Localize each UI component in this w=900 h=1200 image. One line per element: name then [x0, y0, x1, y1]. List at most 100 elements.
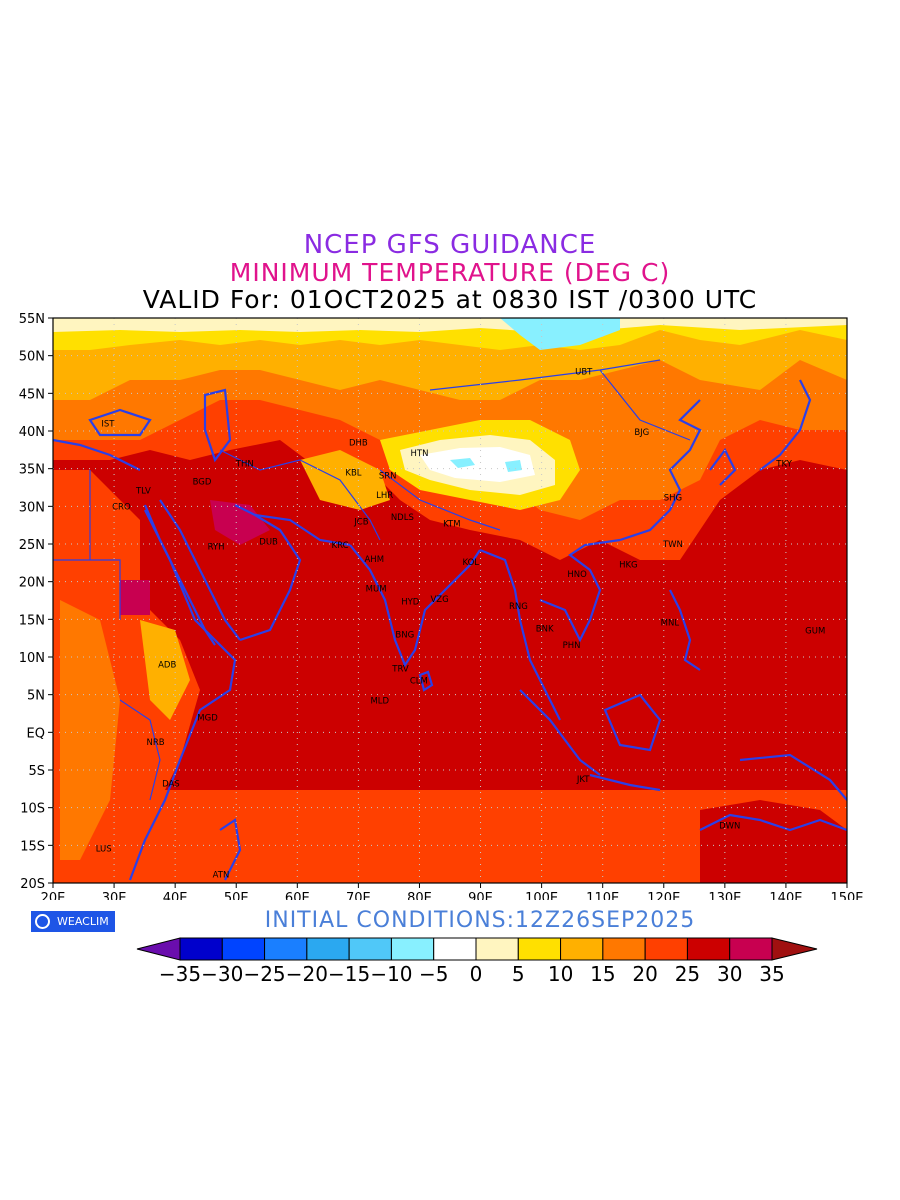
colorbar-label: 30 — [717, 962, 742, 986]
lat-label: 20S — [20, 877, 45, 892]
station-label: BNG — [395, 631, 414, 641]
colorbar-swatch — [475, 937, 519, 961]
station-label: CRO — [112, 502, 131, 512]
station-label: HNO — [567, 570, 587, 580]
longitude-labels: 20E 30E 40E 50E 60E 70E 80E 90E 100E 110E 120E 130E… — [41, 891, 864, 900]
station-label: BJG — [634, 428, 649, 438]
station-label: MGD — [197, 713, 218, 723]
temperature-field — [53, 318, 847, 883]
lat-label: 30N — [19, 500, 45, 515]
lat-label: 35N — [19, 463, 45, 478]
colorbar-swatch — [264, 937, 308, 961]
station-label: DWN — [719, 822, 740, 832]
station-label: SRN — [379, 471, 397, 481]
lon-label: 90E — [468, 891, 493, 900]
station-label: DUB — [259, 538, 278, 548]
station-label: CLM — [410, 676, 428, 686]
station-label: NDLS — [391, 513, 414, 523]
lon-label: 150E — [830, 891, 863, 900]
colorbar-swatch — [306, 937, 350, 961]
temperature-map: 20E 30E 40E 50E 60E 70E 80E 90E 100E 110E 120E 130E… — [19, 312, 864, 900]
colorbar-swatch — [560, 937, 604, 961]
map-title: NCEP GFS GUIDANCE — [303, 230, 597, 260]
lat-lon-grid — [53, 318, 847, 883]
colorbar-swatch — [517, 937, 562, 961]
weaclim-logo: WEACLIM — [31, 911, 115, 932]
lon-label: 50E — [224, 891, 249, 900]
colorbar-label: −25 — [243, 962, 285, 986]
lon-label: 100E — [525, 891, 558, 900]
lat-label: 25N — [19, 538, 45, 553]
station-label: HTN — [410, 449, 428, 459]
station-label: TWN — [662, 540, 683, 550]
station-label: SHG — [664, 493, 682, 503]
lon-label: 20E — [41, 891, 66, 900]
lat-label: 10N — [19, 651, 45, 666]
colorbar: −35 −30 −25 −20 −15 −10 −5 0 5 10 15 20 25 30 35 — [136, 937, 818, 986]
station-label: JKT — [576, 775, 590, 785]
lat-label: 15S — [20, 839, 45, 854]
station-label: BGD — [193, 477, 212, 487]
station-label: LUS — [96, 844, 112, 854]
colorbar-label: −5 — [419, 962, 448, 986]
colorbar-label: 10 — [548, 962, 573, 986]
globe-icon — [35, 914, 50, 929]
coastlines — [53, 379, 847, 881]
station-label: BNK — [536, 624, 554, 634]
lat-label: 5N — [27, 689, 45, 704]
station-labels: UBT BJG TKY SHG TWN HKG HNO MNL GUM BNK PHN RNG KOL K… — [96, 367, 826, 880]
colorbar-label: 20 — [632, 962, 657, 986]
colorbar-label: −10 — [370, 962, 412, 986]
lat-label: EQ — [27, 726, 45, 741]
colorbar-swatch — [390, 937, 435, 961]
colorbar-swatch — [433, 937, 477, 961]
lat-label: 5S — [28, 764, 45, 779]
lat-label: 45N — [19, 387, 45, 402]
colorbar-label: −15 — [328, 962, 370, 986]
colorbar-swatches — [136, 937, 818, 961]
lon-label: 110E — [586, 891, 619, 900]
colorbar-swatch — [602, 937, 646, 961]
station-label: KBL — [345, 468, 361, 478]
station-label: MUM — [366, 584, 387, 594]
lat-label: 10S — [20, 802, 45, 817]
colorbar-label: 35 — [759, 962, 784, 986]
station-label: AHM — [364, 555, 384, 565]
station-label: DHB — [349, 438, 368, 448]
initial-conditions: INITIAL CONDITIONS:12Z26SEP2025 — [264, 908, 696, 933]
axis-ticks — [48, 317, 848, 888]
station-label: ADB — [158, 661, 176, 671]
station-label: UBT — [575, 367, 593, 377]
station-label: RYH — [208, 542, 225, 552]
lat-label: 50N — [19, 350, 45, 365]
map-frame — [52, 317, 848, 884]
lon-label: 30E — [102, 891, 127, 900]
colorbar-swatch — [348, 937, 392, 961]
colorbar-swatch — [221, 937, 266, 961]
colorbar-label: 25 — [675, 962, 700, 986]
colorbar-swatch — [729, 937, 773, 961]
station-label: HKG — [619, 560, 638, 570]
colorbar-label: 15 — [590, 962, 615, 986]
station-label: MLD — [370, 697, 389, 707]
station-label: TKY — [775, 459, 792, 469]
station-label: THN — [235, 459, 254, 469]
colorbar-swatch — [136, 937, 181, 961]
country-borders — [53, 359, 691, 801]
station-label: KTM — [443, 520, 460, 530]
station-label: KOL — [462, 558, 479, 568]
station-label: NRB — [147, 738, 165, 748]
station-label: VZG — [430, 595, 448, 605]
lon-label: 80E — [407, 891, 432, 900]
station-label: ATN — [213, 871, 230, 881]
station-label: TLV — [135, 487, 151, 497]
colorbar-swatch — [686, 937, 731, 961]
lon-label: 130E — [708, 891, 741, 900]
colorbar-label: 5 — [512, 962, 525, 986]
colorbar-label: −30 — [201, 962, 243, 986]
lat-label: 40N — [19, 425, 45, 440]
station-label: IST — [101, 419, 115, 429]
lat-label: 55N — [19, 312, 45, 327]
colorbar-labels: −35 −30 −25 −20 −15 −10 −5 0 5 10 15 20 25 30 35 — [159, 962, 785, 986]
station-label: DAS — [162, 780, 180, 790]
